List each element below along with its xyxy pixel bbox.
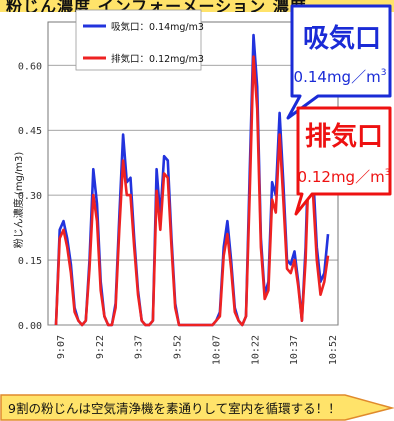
exhaust-callout-box — [294, 106, 392, 216]
y-tick-label: 0.15 — [18, 256, 42, 267]
exhaust-callout: 排気口 0.12mg／m3 — [294, 106, 392, 216]
legend-label-exhaust: 排気口：0.12mg/m3 — [111, 53, 204, 65]
x-tick-label: 10:37 — [289, 335, 300, 365]
x-tick-label: 9:52 — [173, 335, 184, 359]
intake-callout-title: 吸気口 — [303, 23, 381, 54]
x-tick-label: 9:37 — [134, 335, 145, 359]
intake-callout-box — [286, 4, 392, 120]
intake-value-sup: 3 — [381, 68, 387, 78]
y-tick-label: 0.30 — [18, 191, 42, 202]
intake-value-text: 0.14mg／m — [294, 68, 381, 86]
footer-text: 9割の粉じんは空気清浄機を素通りして室内を循環する！！ — [8, 401, 341, 416]
plot-area — [47, 21, 339, 326]
series-line-exhaust — [54, 55, 330, 327]
legend-label-intake: 吸気口：0.14mg/m3 — [111, 21, 204, 33]
x-tick-label: 9:22 — [95, 335, 106, 359]
exhaust-value-sup: 3 — [385, 168, 391, 178]
series-lines — [54, 33, 330, 327]
y-tick-labels: 0.00 0.15 0.30 0.45 0.60 — [18, 61, 42, 332]
footer-banner-shape — [0, 394, 394, 421]
intake-callout-value: 0.14mg／m3 — [294, 68, 387, 86]
legend: 吸気口：0.14mg/m3 排気口：0.12mg/m3 — [75, 9, 204, 71]
x-tick-label: 9:07 — [56, 335, 67, 359]
x-tick-label: 10:07 — [211, 335, 222, 365]
footer-banner: 9割の粉じんは空気清浄機を素通りして室内を循環する！！ — [0, 394, 394, 421]
y-tick-label: 0.00 — [18, 321, 42, 332]
intake-callout: 吸気口 0.14mg／m3 — [286, 4, 392, 120]
exhaust-callout-value: 0.12mg／m3 — [298, 168, 391, 186]
x-tick-label: 10:52 — [328, 335, 339, 365]
exhaust-value-text: 0.12mg／m — [298, 168, 385, 186]
y-axis-label: 粉じん濃度 (mg/m3) — [12, 152, 25, 249]
x-tick-labels: 9:07 9:22 9:37 9:52 10:07 10:22 10:37 10:52 — [56, 335, 339, 365]
y-tick-label: 0.60 — [18, 61, 42, 72]
page-title: 粉じん濃度 インフォーメーション 濃度 — [6, 0, 307, 12]
y-tick-label: 0.45 — [18, 126, 42, 137]
dust-concentration-chart: 0.00 0.15 0.30 0.45 0.60 9:07 9:22 9:37 9:52 10:… — [12, 4, 392, 365]
exhaust-callout-title: 排気口 — [305, 121, 383, 152]
x-tick-label: 10:22 — [250, 335, 261, 365]
legend-box — [75, 9, 202, 71]
